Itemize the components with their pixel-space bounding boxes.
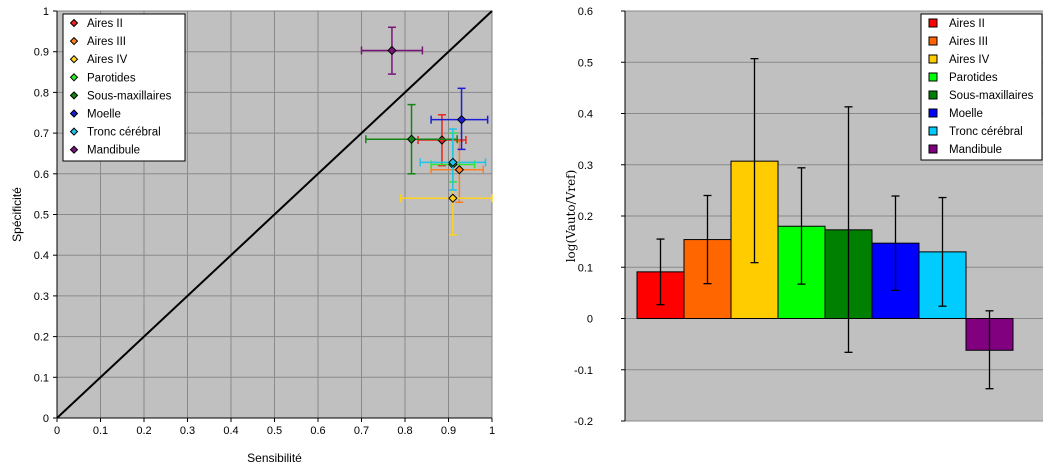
bar-y-tick-label: -0.1 <box>574 365 593 377</box>
bar-legend-label: Parotides <box>949 72 998 84</box>
scatter-legend-label: Tronc cérébral <box>87 127 161 139</box>
scatter-x-tick-label: 0.3 <box>180 425 195 437</box>
scatter-chart: 0 0.1 0.2 0.3 0.4 0.5 0.6 0.7 0.8 0.9 1 0 0.1 0.2 0.3 0… <box>10 6 495 465</box>
scatter-legend-marker <box>69 109 79 118</box>
bar-y-tick-label: 0.3 <box>578 160 593 172</box>
scatter-legend-label: Moelle <box>87 109 121 121</box>
scatter-y-tick-label: 0.9 <box>34 47 49 59</box>
bar-legend-label: Aires II <box>949 18 985 30</box>
scatter-point-marker <box>448 193 458 203</box>
bar-legend-label: Mandibule <box>949 144 1002 156</box>
scatter-legend-marker <box>69 18 79 28</box>
scatter-x-tick-label: 0.6 <box>310 425 325 437</box>
bar-chart: -0.2 -0.1 0 0.1 0.2 0.3 0.4 0.5 0.6 log(Vauto/Vre… <box>564 6 1043 428</box>
scatter-y-tick-label: 0.4 <box>34 250 49 262</box>
scatter-legend-marker <box>69 145 79 154</box>
bar-y-axis-title: log(Vauto/Vref) <box>564 170 578 263</box>
bar-legend: Aires II Aires III Aires IV Parotides Sous-m… <box>920 13 1043 161</box>
bar-y-tick-label: -0.2 <box>574 416 593 428</box>
bar-y-tick-label: 0.5 <box>578 57 593 69</box>
scatter-legend-label: Aires IV <box>87 54 128 66</box>
scatter-x-tick-label: 0.8 <box>397 425 412 437</box>
scatter-x-tick-label: 0.4 <box>223 425 238 437</box>
scatter-y-tick-label: 0.1 <box>34 372 49 384</box>
scatter-diagonal-line <box>56 10 493 419</box>
scatter-legend-marker <box>69 127 79 136</box>
scatter-y-tick-label: 0.2 <box>34 332 49 344</box>
bar-group-5 <box>871 195 920 320</box>
scatter-legend-label: Aires III <box>87 36 126 48</box>
bar-group-3 <box>777 167 826 319</box>
bar-group-7 <box>965 310 1014 390</box>
scatter-y-tick-label: 0.3 <box>34 291 49 303</box>
scatter-y-tick-label: 0.6 <box>34 169 49 181</box>
scatter-y-tick-label: 0.5 <box>34 210 49 222</box>
scatter-point-marker <box>387 45 397 56</box>
scatter-point-marker <box>406 134 417 144</box>
scatter-legend-marker <box>69 91 79 100</box>
scatter-y-tick-label: 0.7 <box>34 128 49 140</box>
scatter-legend-marker <box>69 36 79 46</box>
scatter-series-4 <box>365 103 458 175</box>
bar-y-tick-label: 0.6 <box>578 6 593 18</box>
bar-legend-swatch <box>928 90 938 100</box>
scatter-x-tick-label: 1 <box>489 425 495 437</box>
bar-y-tick-label: 0.4 <box>578 109 593 121</box>
scatter-series-6 <box>419 128 487 191</box>
bar-legend-label: Sous-maxillaires <box>949 90 1034 102</box>
scatter-x-axis-title: Sensibilité <box>247 451 302 465</box>
scatter-y-tick-label: 1 <box>43 6 49 18</box>
scatter-legend-marker <box>69 54 79 64</box>
scatter-y-tick-label: 0 <box>43 413 49 425</box>
scatter-x-tick-label: 0 <box>54 425 60 437</box>
scatter-legend-marker <box>69 73 79 82</box>
scatter-point-marker <box>456 114 467 125</box>
scatter-legend-label: Parotides <box>87 72 136 84</box>
scatter-y-axis-title: Spécificité <box>10 187 24 242</box>
scatter-legend-box <box>62 13 186 162</box>
scatter-x-tick-label: 0.2 <box>136 425 151 437</box>
bar-legend-label: Aires IV <box>949 54 990 66</box>
scatter-x-tick-label: 0.9 <box>441 425 456 437</box>
bar-legend-label: Tronc cérébral <box>949 126 1023 138</box>
bar-y-tick-label: 0 <box>587 314 593 326</box>
scatter-x-tick-label: 0.5 <box>267 425 282 437</box>
scatter-x-tick-label: 0.7 <box>354 425 369 437</box>
bar-legend-swatch <box>928 72 938 82</box>
bar-legend-label: Aires III <box>949 36 988 48</box>
bar-legend-box <box>920 13 1043 161</box>
scatter-legend-label: Aires II <box>87 18 123 30</box>
scatter-y-tick-label: 0.8 <box>34 87 49 99</box>
bar-group-6 <box>918 196 967 319</box>
bar-y-tick-label: 0.1 <box>578 262 593 274</box>
bar-legend-swatch <box>928 36 938 46</box>
scatter-legend-label: Sous-maxillaires <box>87 90 172 102</box>
scatter-legend: Aires II Aires III Aires IV Parotides Sous-m… <box>62 13 186 162</box>
bar-legend-label: Moelle <box>949 108 983 120</box>
bar-legend-swatch <box>928 144 938 154</box>
scatter-series-5 <box>430 87 489 151</box>
bar-legend-swatch <box>928 18 938 28</box>
scatter-legend-label: Mandibule <box>87 145 140 157</box>
bar-legend-swatch <box>928 54 938 64</box>
bar-y-tick-label: 0.2 <box>578 211 593 223</box>
bar-legend-swatch <box>928 126 938 136</box>
scatter-x-tick-label: 0.1 <box>93 425 108 437</box>
bar-group-4 <box>824 106 873 353</box>
scatter-point-marker <box>448 157 458 168</box>
bar-group-1 <box>683 194 732 319</box>
scatter-point-marker <box>454 165 465 175</box>
bar-group-0 <box>636 238 685 319</box>
bar-legend-swatch <box>928 108 938 118</box>
scatter-series-7 <box>360 26 424 75</box>
